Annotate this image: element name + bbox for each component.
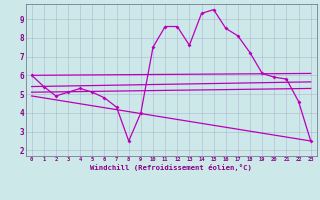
X-axis label: Windchill (Refroidissement éolien,°C): Windchill (Refroidissement éolien,°C) bbox=[90, 164, 252, 171]
